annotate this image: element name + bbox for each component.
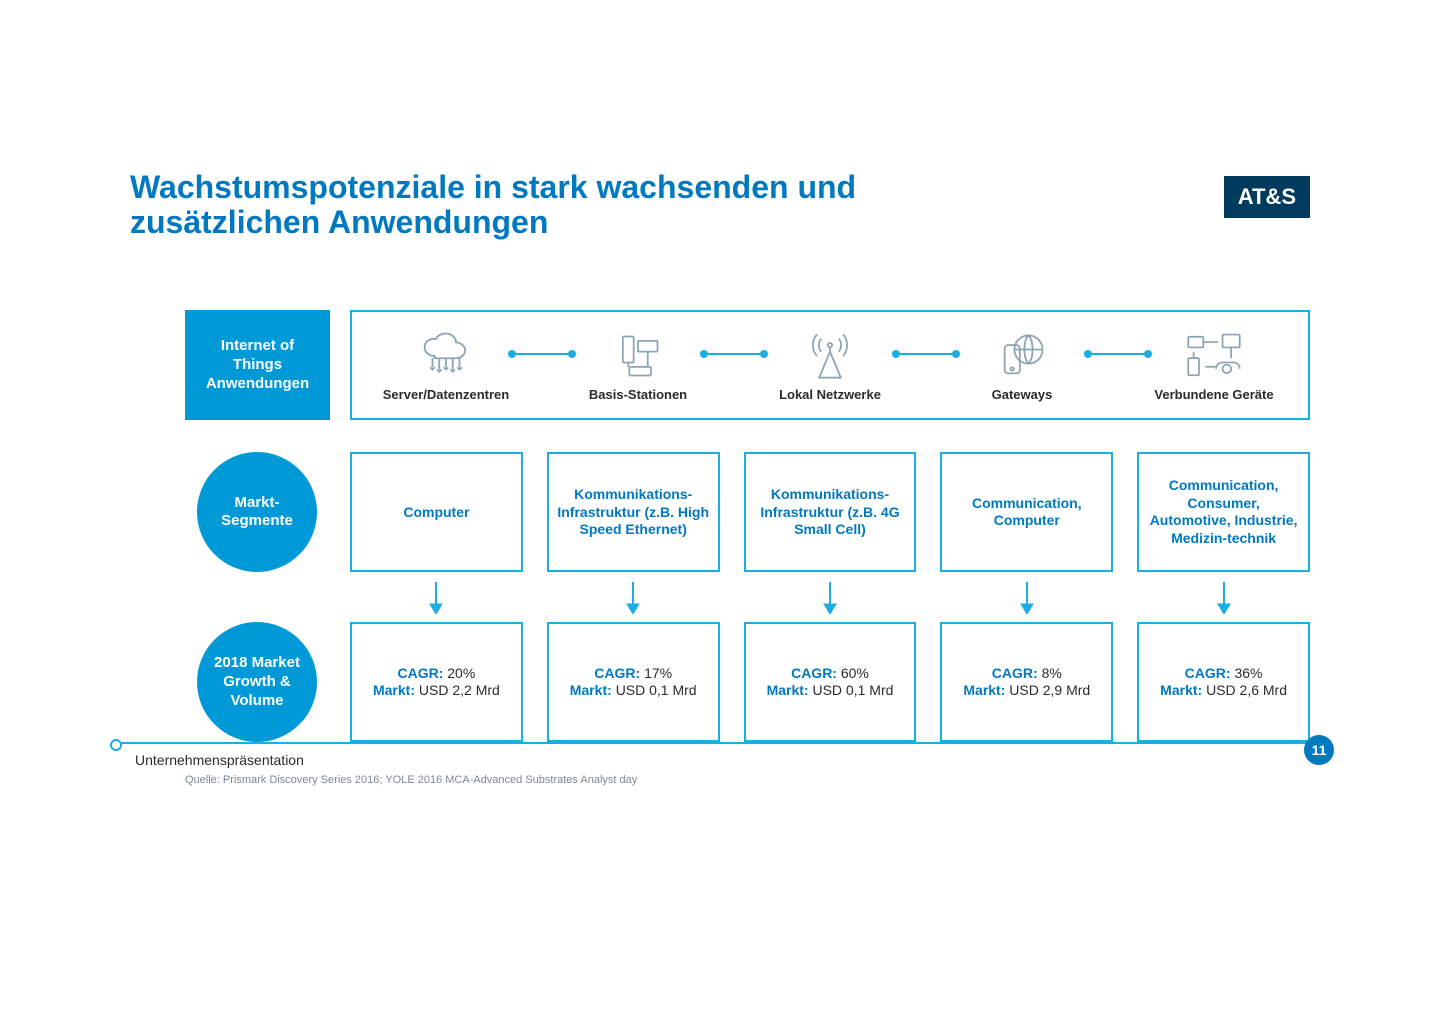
segment-cell: Communication, Computer <box>940 452 1113 572</box>
iot-strip: Server/Datenzentren Basis-Stationen <box>350 310 1310 420</box>
segment-cell: Communication, Consumer, Automotive, Ind… <box>1137 452 1310 572</box>
segments-row: Markt-Segmente Computer Kommunikations-I… <box>185 452 1310 572</box>
globe-icon <box>992 328 1052 383</box>
antenna-icon <box>800 328 860 383</box>
market-cell: CAGR: 17% Markt: USD 0,1 Mrd <box>547 622 720 742</box>
market-row-label: 2018 Market Growth & Volume <box>197 622 317 742</box>
iot-item: Verbundene Geräte <box>1144 328 1284 402</box>
cloud-icon <box>416 328 476 383</box>
source-text: Quelle: Prismark Discovery Series 2016; … <box>185 774 1310 786</box>
slide-title: Wachstumspotenziale in stark wachsenden … <box>130 170 1030 240</box>
iot-caption: Verbundene Geräte <box>1154 387 1273 402</box>
connector-line <box>1088 353 1148 355</box>
footer-divider <box>115 742 1325 744</box>
server-icon <box>608 328 668 383</box>
market-cell: CAGR: 60% Markt: USD 0,1 Mrd <box>744 622 917 742</box>
segment-cell: Computer <box>350 452 523 572</box>
market-row: 2018 Market Growth & Volume CAGR: 20% Ma… <box>185 622 1310 742</box>
iot-caption: Server/Datenzentren <box>383 387 509 402</box>
iot-item: Lokal Netzwerke <box>760 328 900 402</box>
market-cell: CAGR: 8% Markt: USD 2,9 Mrd <box>940 622 1113 742</box>
iot-item: Server/Datenzentren <box>376 328 516 402</box>
company-logo: AT&S <box>1224 176 1310 218</box>
iot-item: Basis-Stationen <box>568 328 708 402</box>
iot-caption: Basis-Stationen <box>589 387 687 402</box>
iot-row: Internet of Things Anwendungen Server/Da… <box>185 310 1310 420</box>
segment-cell: Kommunikations-Infrastruktur (z.B. High … <box>547 452 720 572</box>
market-cell: CAGR: 36% Markt: USD 2,6 Mrd <box>1137 622 1310 742</box>
iot-item: Gateways <box>952 328 1092 402</box>
market-cell: CAGR: 20% Markt: USD 2,2 Mrd <box>350 622 523 742</box>
footer-text: Unternehmenspräsentation <box>135 752 304 768</box>
iot-caption: Gateways <box>992 387 1053 402</box>
connector-line <box>512 353 572 355</box>
segments-row-label: Markt-Segmente <box>197 452 317 572</box>
segment-cell: Kommunikations-Infrastruktur (z.B. 4G Sm… <box>744 452 917 572</box>
connector-line <box>896 353 956 355</box>
page-number: 11 <box>1304 735 1334 765</box>
connector-line <box>704 353 764 355</box>
down-arrows <box>350 582 1310 614</box>
devices-icon <box>1184 328 1244 383</box>
iot-row-label: Internet of Things Anwendungen <box>185 310 330 420</box>
iot-caption: Lokal Netzwerke <box>779 387 881 402</box>
